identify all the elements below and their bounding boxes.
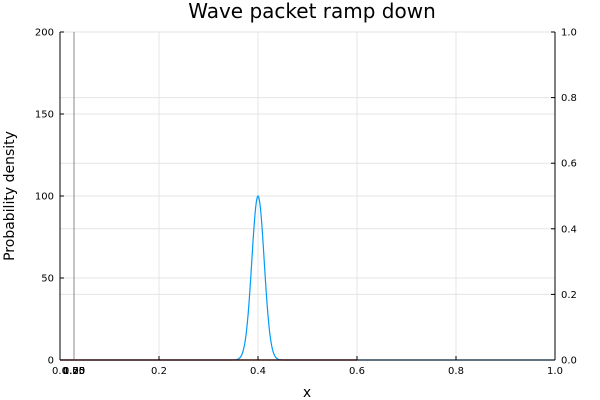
x-tick-label: 1.0	[547, 366, 563, 377]
chart-title: Wave packet ramp down	[188, 0, 436, 23]
y-tick-label: 150	[35, 110, 54, 121]
y2-tick-label: 1.0	[561, 28, 577, 39]
x-tick-label: 0.4	[250, 366, 266, 377]
y-tick-label: 100	[35, 192, 54, 203]
x2-tick-label: 0.00	[63, 366, 85, 377]
tick-layer: 0.2 0.4 0.6 0.8 1.00.000.250.500.751.000.005…	[35, 28, 577, 378]
y2-tick-label: 0.2	[561, 290, 577, 301]
x2-tick-label: 0.25	[63, 366, 85, 377]
y2-tick-label: 0.8	[561, 93, 577, 104]
y-tick-label: 200	[35, 28, 54, 39]
x-tick-label: 0.8	[448, 366, 464, 377]
x2-tick-label: 1.00	[63, 366, 85, 377]
y-tick-label: 0	[48, 356, 54, 367]
grid-layer	[59, 31, 556, 361]
x-tick-label: 0.0	[52, 366, 68, 377]
y2-tick-label: 0.6	[561, 159, 577, 170]
x-tick-label: 0.2	[151, 366, 167, 377]
x2-tick-label: 0.75	[63, 366, 85, 377]
y-tick-label: 50	[41, 274, 54, 285]
y-axis-label: Probability density	[2, 131, 18, 261]
y2-tick-label: 0.4	[561, 224, 577, 235]
x-tick-label: 0.6	[349, 366, 365, 377]
x2-tick-label: 0.50	[63, 366, 85, 377]
y2-tick-label: 0.0	[561, 356, 577, 367]
x-axis-label: x	[303, 385, 311, 400]
